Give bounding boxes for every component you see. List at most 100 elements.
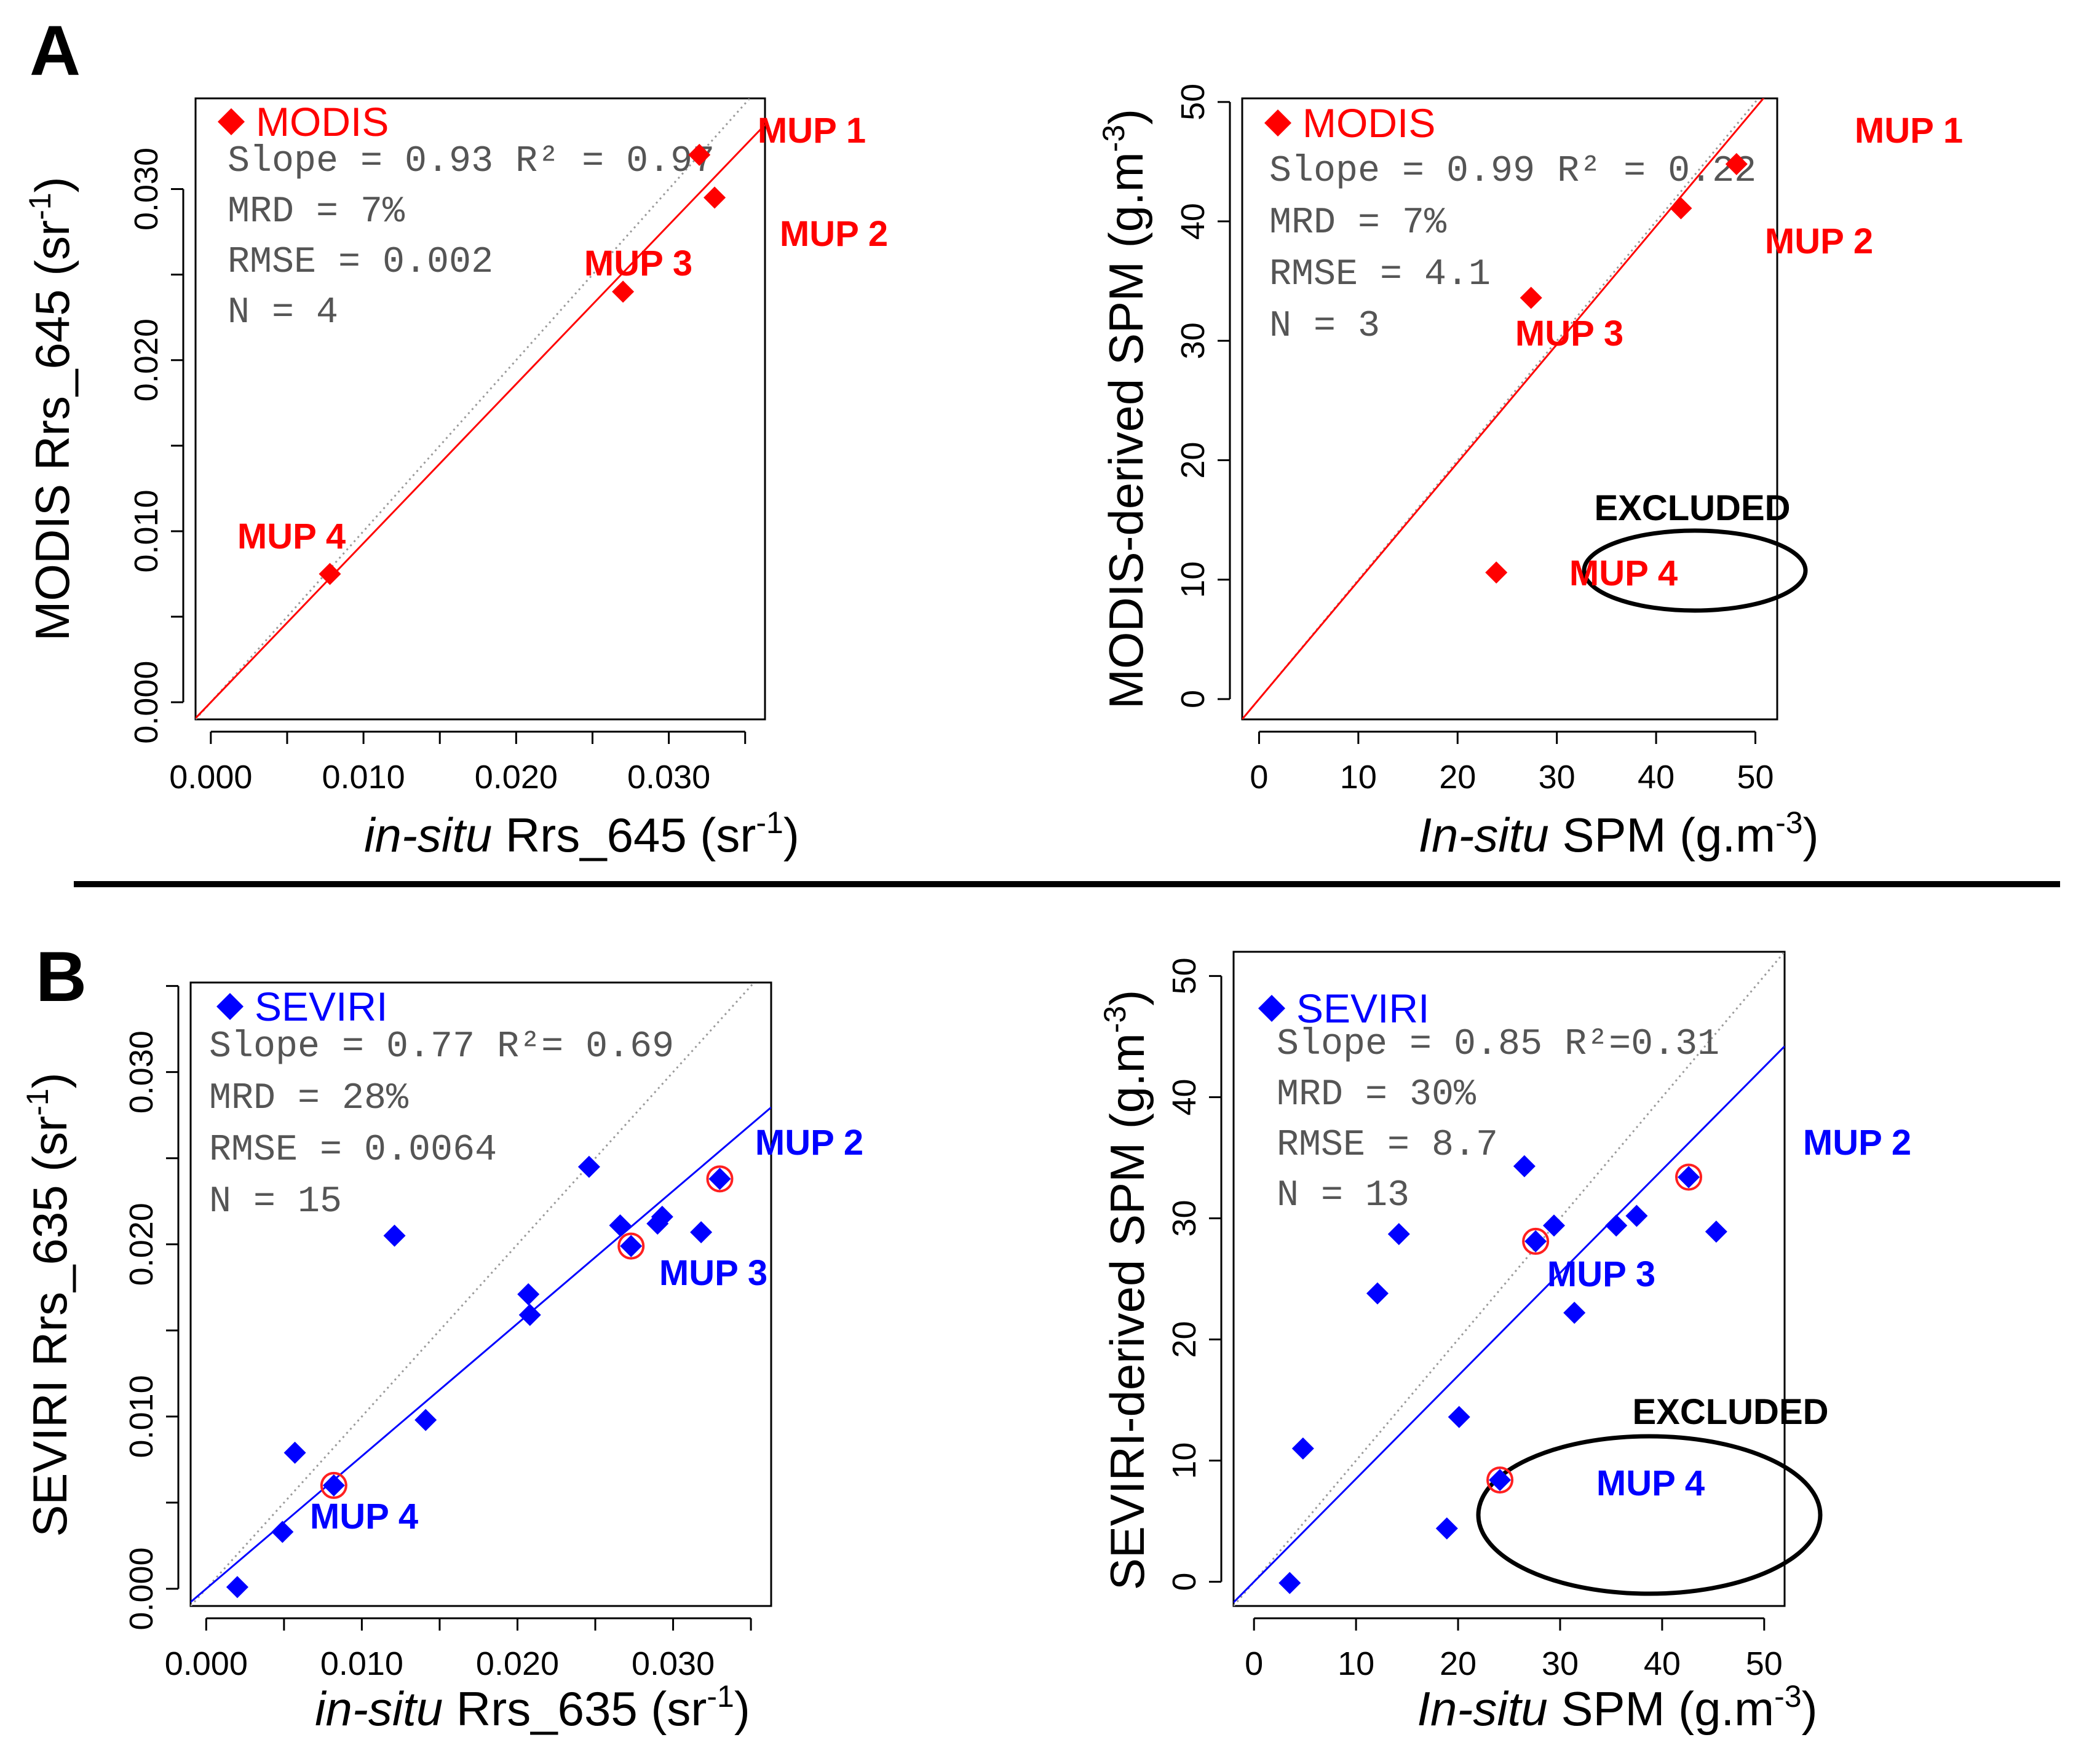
- y-axis-title-main: MODIS-derived SPM (g.m: [1099, 152, 1153, 709]
- stats-line: MRD = 28%: [209, 1078, 409, 1120]
- x-axis-title-sup: -3: [1775, 805, 1802, 840]
- data-point: [688, 143, 711, 166]
- legend-label: SEVIRI: [255, 984, 387, 1029]
- y-axis-title-main: MODIS Rrs_645 (sr: [25, 220, 79, 641]
- stats-line: MRD = 7%: [1269, 202, 1447, 244]
- one-to-one-line: [196, 98, 751, 719]
- x-axis-title: In-situ SPM (g.m-3): [1418, 805, 1818, 862]
- y-axis-title-main: SEVIRI Rrs_635 (sr: [23, 1116, 77, 1537]
- y-tick-label: 0.020: [128, 318, 165, 401]
- plot-frame: [1232, 951, 1786, 1607]
- y-tick-label: 0.030: [123, 1030, 160, 1113]
- stats-line: RMSE = 8.7: [1277, 1125, 1498, 1166]
- y-tick-label: 50: [1166, 957, 1203, 994]
- x-tick-label: 0.000: [169, 759, 252, 796]
- x-axis-title-italic: in-situ: [364, 808, 492, 862]
- y-tick-label: 0.010: [123, 1375, 160, 1458]
- point-label: MUP 4: [310, 1497, 418, 1537]
- regression-line: [1242, 98, 1765, 719]
- point-label: MUP 4: [1596, 1463, 1705, 1503]
- data-point: [1387, 1223, 1410, 1246]
- y-tick-label: 0.030: [128, 148, 165, 231]
- x-axis-title-end: ): [783, 808, 799, 862]
- y-tick-label: 30: [1166, 1200, 1203, 1236]
- data-point: [322, 1474, 345, 1497]
- data-point: [1520, 287, 1542, 309]
- data-point: [1291, 1437, 1314, 1460]
- y-axis-title-sup: -1: [23, 192, 57, 220]
- data-point: [414, 1409, 437, 1431]
- data-point: [1543, 1214, 1566, 1237]
- x-axis-title-main: SPM (g.m: [1548, 1682, 1774, 1736]
- x-tick-label: 50: [1737, 759, 1774, 796]
- data-point: [319, 563, 341, 585]
- legend-label: MODIS: [1302, 100, 1435, 146]
- y-tick-label: 0.000: [128, 661, 165, 744]
- data-point: [383, 1224, 406, 1247]
- x-tick-label: 10: [1338, 1645, 1374, 1682]
- data-point: [1625, 1204, 1648, 1227]
- stats-line: Slope = 0.77 R²= 0.69: [209, 1026, 674, 1068]
- x-tick-label: 10: [1340, 759, 1377, 796]
- stats-line: RMSE = 0.0064: [209, 1129, 497, 1171]
- highlight-ring: [320, 1471, 347, 1499]
- x-axis-title-main: Rrs_635 (sr: [443, 1682, 707, 1736]
- y-axis-title-end: ): [1099, 109, 1153, 125]
- y-axis-title-end: ): [1100, 990, 1154, 1006]
- y-tick-label: 0: [1166, 1573, 1203, 1591]
- legend-diamond-marker: [1264, 109, 1291, 136]
- data-point: [1563, 1302, 1586, 1324]
- legend-diamond-marker: [218, 108, 245, 135]
- data-point: [612, 280, 635, 303]
- x-tick-label: 0.010: [322, 759, 405, 796]
- x-tick-label: 20: [1439, 759, 1476, 796]
- x-tick-label: 20: [1440, 1645, 1476, 1682]
- y-tick-label: 30: [1175, 322, 1211, 359]
- excluded-label: EXCLUDED: [1632, 1392, 1828, 1432]
- data-point: [1605, 1214, 1628, 1237]
- x-axis-title-end: ): [734, 1682, 750, 1736]
- y-axis-title-sup: -3: [1098, 1006, 1132, 1033]
- point-label: MUP 4: [1569, 553, 1678, 593]
- x-axis-title-sup: -1: [707, 1679, 734, 1714]
- plot-frame: [1241, 97, 1778, 721]
- data-point: [1485, 561, 1508, 584]
- stats-line: N = 3: [1269, 306, 1380, 347]
- regression-line: [191, 1106, 771, 1603]
- x-axis-title-italic: In-situ: [1418, 808, 1548, 862]
- data-point: [1435, 1517, 1458, 1540]
- x-tick-label: 0.020: [475, 759, 558, 796]
- data-point: [1278, 1572, 1301, 1594]
- x-axis-title: in-situ Rrs_645 (sr-1): [364, 805, 799, 862]
- point-label: MUP 2: [780, 214, 888, 254]
- excluded-ellipse: [1476, 1434, 1823, 1596]
- point-label: MUP 3: [584, 243, 692, 283]
- data-point: [1705, 1220, 1727, 1243]
- point-label: MUP 2: [1765, 221, 1873, 261]
- legend-label: SEVIRI: [1296, 986, 1429, 1031]
- one-to-one-line: [191, 983, 756, 1606]
- y-tick-label: 0.010: [128, 489, 165, 572]
- x-tick-label: 0.030: [627, 759, 710, 796]
- y-tick-label: 40: [1166, 1078, 1203, 1115]
- x-tick-label: 30: [1542, 1645, 1579, 1682]
- y-tick-label: 0: [1175, 690, 1211, 708]
- stats-line: Slope = 0.85 R²=0.31: [1277, 1024, 1719, 1066]
- regression-line: [196, 124, 765, 719]
- data-point: [1678, 1166, 1700, 1189]
- one-to-one-line: [1234, 952, 1785, 1606]
- x-axis-title-sup: -1: [756, 805, 783, 840]
- data-point: [1513, 1155, 1536, 1177]
- highlight-ring: [617, 1232, 645, 1260]
- stats-line: MRD = 30%: [1277, 1074, 1476, 1116]
- x-tick-label: 0.000: [165, 1645, 248, 1682]
- stats-line: N = 4: [228, 292, 338, 334]
- y-axis-title-main: SEVIRI-derived SPM (g.m: [1100, 1033, 1154, 1590]
- x-tick-label: 0.020: [476, 1645, 559, 1682]
- y-tick-label: 50: [1175, 84, 1211, 121]
- regression-line: [1234, 1045, 1785, 1604]
- y-tick-label: 0.020: [123, 1203, 160, 1286]
- point-label: MUP 1: [758, 111, 866, 151]
- legend-diamond-marker: [1258, 995, 1285, 1022]
